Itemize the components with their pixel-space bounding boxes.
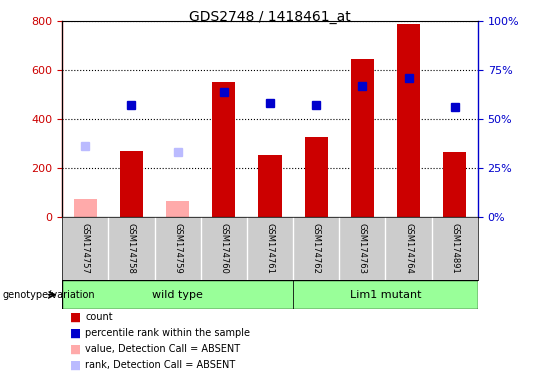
Bar — [212, 82, 235, 217]
Bar — [166, 201, 189, 217]
Bar — [351, 59, 374, 217]
Text: GDS2748 / 1418461_at: GDS2748 / 1418461_at — [189, 10, 351, 23]
Text: GSM174762: GSM174762 — [312, 223, 321, 274]
Bar — [62, 280, 293, 309]
Text: GSM174764: GSM174764 — [404, 223, 413, 274]
Bar — [443, 152, 467, 217]
Text: wild type: wild type — [152, 290, 203, 300]
Text: GSM174759: GSM174759 — [173, 223, 182, 274]
Bar — [305, 137, 328, 217]
Text: GSM174761: GSM174761 — [266, 223, 274, 274]
Text: GSM174891: GSM174891 — [450, 223, 460, 274]
Text: ■: ■ — [70, 310, 82, 323]
Text: GSM174763: GSM174763 — [358, 223, 367, 274]
Text: GSM174758: GSM174758 — [127, 223, 136, 274]
Bar — [73, 199, 97, 217]
Text: ■: ■ — [70, 343, 82, 356]
Text: genotype/variation: genotype/variation — [3, 290, 96, 300]
Text: ■: ■ — [70, 326, 82, 339]
Text: Lim1 mutant: Lim1 mutant — [350, 290, 421, 300]
Text: rank, Detection Call = ABSENT: rank, Detection Call = ABSENT — [85, 360, 235, 370]
Bar — [120, 151, 143, 217]
Text: percentile rank within the sample: percentile rank within the sample — [85, 328, 251, 338]
Text: GSM174760: GSM174760 — [219, 223, 228, 274]
Bar — [259, 154, 281, 217]
Text: value, Detection Call = ABSENT: value, Detection Call = ABSENT — [85, 344, 240, 354]
Bar — [293, 280, 478, 309]
Text: count: count — [85, 312, 113, 322]
Text: GSM174757: GSM174757 — [80, 223, 90, 274]
Bar — [397, 23, 420, 217]
Text: ■: ■ — [70, 359, 82, 372]
